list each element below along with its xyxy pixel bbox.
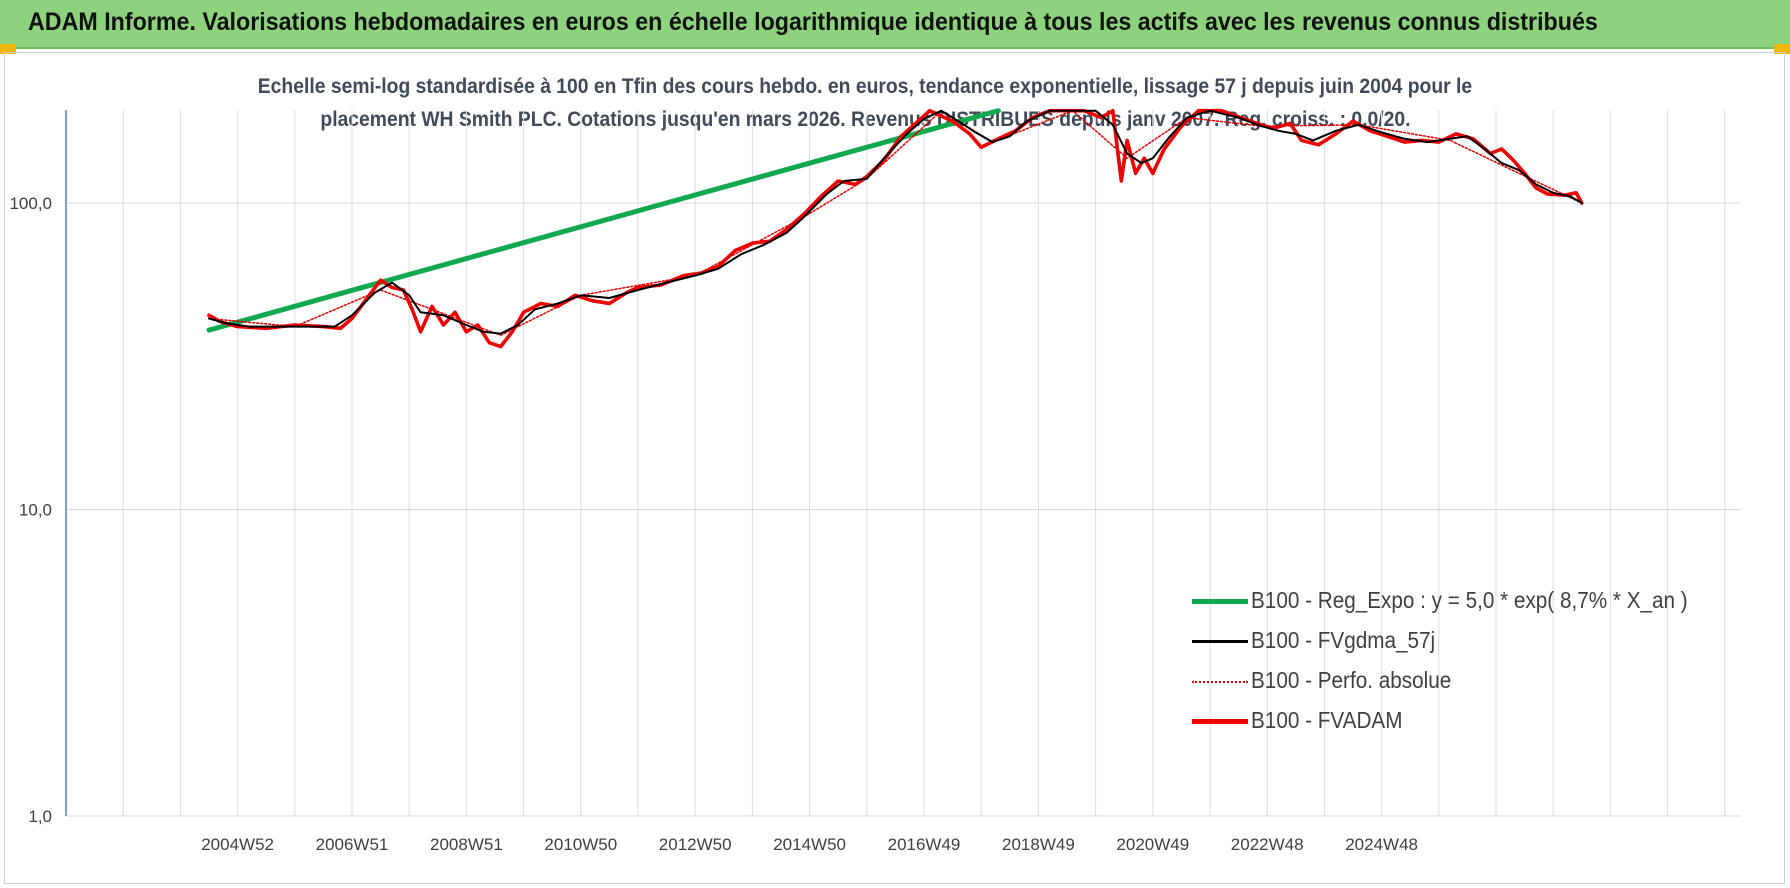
chart-subtitle-line1-text: Echelle semi-log standardisée à 100 en T… [257,75,1473,98]
legend-label-regression: B100 - Reg_Expo : y = 5,0 * exp( 8,7% * … [1251,587,1688,613]
x-tick-label: 2022W48 [1231,835,1304,854]
legend-swatch-regression [1192,599,1248,604]
series-line-thick-red [207,108,1584,349]
x-tick-label: 2014W50 [773,835,846,854]
chart-subtitle-line2: placement WH Smith PLC. Cotations jusqu'… [200,108,1530,132]
corner-marker-top-right [1774,44,1790,54]
series-lines [206,108,1584,349]
x-tick-label: 2024W48 [1345,835,1418,854]
title-banner: ADAM Informe. Valorisations hebdomadaire… [0,0,1790,49]
y-axis-ticks: 1,0 10,0 100,0 [9,194,52,826]
legend-swatch-fvadam [1192,719,1248,724]
x-tick-label: 2008W51 [430,835,503,854]
grid-lines [65,110,1740,817]
x-tick-label: 2004W52 [201,835,274,854]
series-line-thick-green [206,108,1001,333]
x-axis-ticks: 2004W52 2006W51 2008W51 2010W50 2012W50 2014W… [201,835,1418,854]
x-tick-label: 2010W50 [544,835,617,854]
y-tick-label: 1,0 [28,807,52,826]
series-line-thin-black [208,109,1583,335]
banner-title: ADAM Informe. Valorisations hebdomadaire… [28,8,1598,36]
y-tick-label: 100,0 [9,194,52,213]
chart-subtitle-line1: Echelle semi-log standardisée à 100 en T… [200,75,1530,99]
legend-swatch-absolute [1192,681,1248,683]
chart-frame [4,52,1785,884]
x-tick-label: 2018W49 [1002,835,1075,854]
x-tick-label: 2006W51 [316,835,389,854]
x-tick-label: 2020W49 [1116,835,1189,854]
legend-swatch-smoothed [1192,640,1248,643]
x-tick-label: 2012W50 [659,835,732,854]
chart-subtitle-line2-text: placement WH Smith PLC. Cotations jusqu'… [319,108,1411,131]
y-tick-label: 10,0 [19,501,52,520]
x-tick-label: 2016W49 [888,835,961,854]
legend-label-absolute: B100 - Perfo. absolue [1251,667,1452,693]
corner-marker-top-left [0,44,16,54]
legend-label-smoothed: B100 - FVgdma_57j [1251,627,1436,653]
legend-label-fvadam: B100 - FVADAM [1251,707,1403,733]
